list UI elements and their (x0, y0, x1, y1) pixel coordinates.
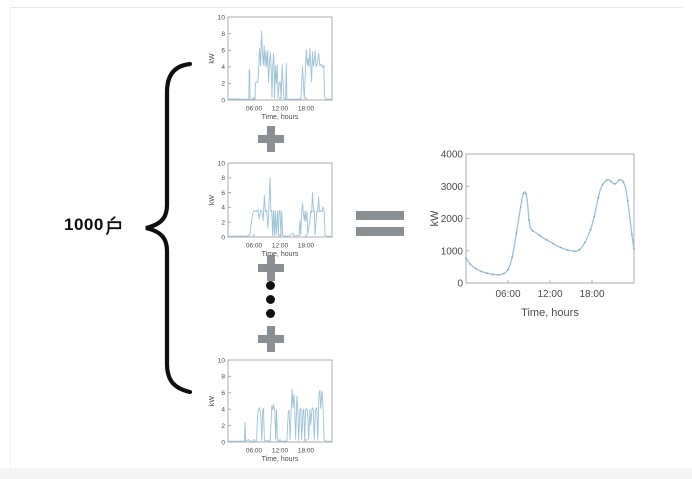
svg-text:kW: kW (429, 210, 441, 227)
svg-text:06:00: 06:00 (246, 243, 263, 250)
plus-horizontal-bar (258, 135, 284, 143)
household-load-chart-1: 0 2 4 6 8 10 06:00 12:00 18:00 Time, hours kW (206, 8, 340, 122)
svg-text:Time, hours: Time, hours (262, 456, 299, 463)
svg-text:12:00: 12:00 (272, 243, 289, 250)
svg-text:06:00: 06:00 (495, 289, 520, 300)
page-border-top (10, 7, 683, 8)
svg-text:6: 6 (221, 48, 225, 55)
svg-text:1000: 1000 (441, 246, 464, 257)
household-load-chart-2: 0 2 4 6 8 10 06:00 12:00 18:00 Time, hours kW (206, 154, 340, 259)
plus-icon (258, 126, 284, 152)
svg-text:06:00: 06:00 (246, 448, 263, 455)
svg-text:Time, hours: Time, hours (521, 307, 579, 319)
svg-text:12:00: 12:00 (272, 448, 289, 455)
household-load-chart-1000: 0 2 4 6 8 10 06:00 12:00 18:00 Time, hours kW (206, 351, 340, 464)
svg-text:2000: 2000 (441, 214, 464, 225)
svg-text:kW: kW (209, 53, 216, 64)
svg-text:4: 4 (221, 64, 225, 71)
svg-text:10: 10 (218, 357, 226, 364)
svg-text:8: 8 (221, 31, 225, 38)
equals-bottom-bar (356, 227, 404, 236)
svg-text:kW: kW (209, 396, 216, 407)
svg-text:2: 2 (221, 220, 225, 227)
equals-icon (356, 211, 404, 236)
svg-text:0: 0 (221, 234, 225, 241)
svg-text:18:00: 18:00 (579, 289, 604, 300)
svg-text:4: 4 (221, 205, 225, 212)
svg-text:12:00: 12:00 (272, 106, 289, 113)
page-border-left (10, 7, 11, 467)
svg-text:8: 8 (221, 175, 225, 182)
svg-text:3000: 3000 (441, 182, 464, 193)
plus-icon (258, 255, 284, 281)
svg-text:4000: 4000 (441, 150, 464, 161)
svg-text:6: 6 (221, 190, 225, 197)
ellipsis-dot (266, 281, 275, 290)
curly-brace-icon (145, 61, 193, 395)
svg-text:kW: kW (209, 195, 216, 206)
plus-horizontal-bar (258, 335, 284, 343)
households-count-label: 1000 (64, 215, 122, 235)
svg-text:18:00: 18:00 (298, 448, 315, 455)
svg-text:18:00: 18:00 (298, 106, 315, 113)
ellipsis-dot (266, 309, 275, 318)
chinese-character-hu-icon (105, 215, 121, 235)
aggregated-load-chart: 0 1000 2000 3000 4000 06:00 12:00 18:00 Time, ho… (424, 142, 644, 319)
svg-text:0: 0 (221, 97, 225, 104)
svg-text:Time, hours: Time, hours (262, 251, 299, 258)
svg-text:Time, hours: Time, hours (262, 114, 299, 121)
svg-text:10: 10 (218, 160, 226, 167)
svg-text:2: 2 (221, 81, 225, 88)
plus-icon (258, 326, 284, 352)
svg-text:8: 8 (221, 374, 225, 381)
svg-text:4: 4 (221, 407, 225, 414)
households-count-number: 1000 (64, 215, 104, 234)
svg-text:0: 0 (457, 279, 463, 290)
svg-text:2: 2 (221, 423, 225, 430)
page-border-bottom (0, 468, 692, 479)
svg-text:10: 10 (218, 14, 226, 21)
plus-horizontal-bar (258, 264, 284, 272)
equals-top-bar (356, 211, 404, 220)
svg-text:18:00: 18:00 (298, 243, 315, 250)
svg-text:0: 0 (221, 439, 225, 446)
ellipsis-dot (266, 295, 275, 304)
svg-text:6: 6 (221, 390, 225, 397)
ellipsis-dots-icon (266, 281, 275, 318)
svg-text:06:00: 06:00 (246, 106, 263, 113)
svg-text:12:00: 12:00 (537, 289, 562, 300)
